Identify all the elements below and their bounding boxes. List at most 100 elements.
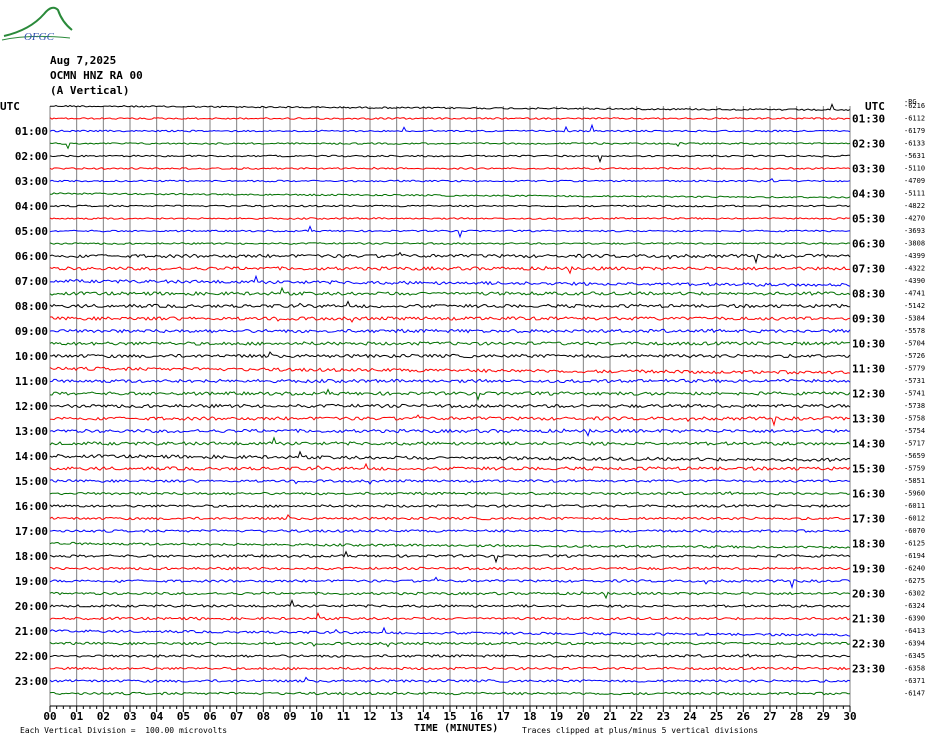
hour-label-right: 04:30	[852, 188, 885, 201]
hour-label-right: 08:30	[852, 288, 885, 301]
hour-label-left: 12:00	[15, 400, 48, 413]
x-tick-label: 01	[70, 710, 84, 723]
hour-label-left: 05:00	[15, 225, 48, 238]
offset-label: -5779	[904, 365, 925, 373]
trace-line	[49, 428, 851, 438]
logo-text: OFGC	[24, 31, 55, 43]
date-label: Aug 7,2025	[50, 54, 117, 67]
trace-line	[49, 328, 851, 334]
x-tick-label: 16	[470, 710, 484, 723]
hour-label-right: 21:30	[852, 613, 885, 626]
trace-line	[49, 286, 851, 296]
trace-line	[49, 676, 851, 683]
station-label: OCMN HNZ RA 00	[50, 69, 143, 82]
hour-label-left: 09:00	[15, 325, 48, 338]
hour-label-right: 02:30	[852, 138, 885, 151]
hour-label-left: 11:00	[15, 375, 48, 388]
hour-label-right: 03:30	[852, 163, 885, 176]
offset-label: -5738	[904, 402, 925, 410]
x-tick-label: 05	[177, 710, 190, 723]
x-tick-label: 28	[790, 710, 803, 723]
hour-label-right: 12:30	[852, 388, 885, 401]
x-tick-label: 12	[363, 710, 376, 723]
trace-line	[49, 598, 851, 608]
offset-label: -5717	[904, 440, 925, 448]
offset-label: -3693	[904, 227, 925, 235]
offset-label: -5142	[904, 302, 925, 310]
offset-label: -6216	[904, 102, 925, 110]
trace-line	[49, 541, 851, 549]
trace-line	[49, 274, 851, 287]
trace-line	[49, 550, 851, 564]
x-tick-label: 10	[310, 710, 323, 723]
offset-label: -5659	[904, 452, 925, 460]
hour-label-right: 06:30	[852, 238, 885, 251]
x-tick-label: 14	[417, 710, 431, 723]
x-tick-label: 25	[710, 710, 723, 723]
offset-label: -6240	[904, 565, 925, 573]
right-axis-title: UTC	[865, 100, 885, 113]
trace-line	[49, 641, 851, 648]
hour-label-right: 16:30	[852, 488, 885, 501]
hour-label-left: 08:00	[15, 300, 48, 313]
x-tick-label: 02	[97, 710, 110, 723]
trace-line	[49, 529, 851, 533]
x-tick-label: 03	[123, 710, 136, 723]
offset-label: -5851	[904, 477, 925, 485]
hour-label-right: 20:30	[852, 588, 885, 601]
offset-label: -5110	[904, 165, 925, 173]
trace-line	[49, 666, 850, 671]
trace-line	[49, 366, 851, 375]
hour-label-right: 17:30	[852, 513, 885, 526]
hour-label-left: 06:00	[15, 250, 48, 263]
x-tick-label: 09	[283, 710, 296, 723]
x-tick-label: 18	[523, 710, 536, 723]
hour-label-left: 14:00	[15, 450, 48, 463]
trace-line	[49, 576, 851, 589]
hour-label-left: 03:00	[15, 175, 48, 188]
offset-label: -6275	[904, 577, 925, 585]
trace-line	[49, 653, 851, 658]
trace-line	[49, 513, 851, 521]
offset-label: -6394	[904, 640, 925, 648]
offset-label: -5726	[904, 352, 925, 360]
offset-label: -6147	[904, 690, 925, 698]
offset-label: -6112	[904, 115, 925, 123]
trace-line	[49, 351, 851, 359]
trace-line	[49, 117, 851, 120]
x-tick-label: 29	[817, 710, 830, 723]
x-axis-title: TIME (MINUTES)	[414, 723, 499, 734]
hour-label-right: 01:30	[852, 113, 885, 126]
hour-label-left: 10:00	[15, 350, 48, 363]
hour-label-right: 09:30	[852, 313, 885, 326]
left-axis-title: UTC	[0, 100, 20, 113]
trace-line	[49, 251, 851, 265]
offset-label: -4322	[904, 265, 925, 273]
x-tick-label: 26	[737, 710, 751, 723]
x-tick-label: 27	[763, 710, 776, 723]
x-tick-label: 07	[230, 710, 243, 723]
hour-label-left: 22:00	[15, 650, 48, 663]
x-tick-label: 17	[497, 710, 510, 723]
hour-label-left: 19:00	[15, 575, 48, 588]
trace-line	[49, 626, 851, 637]
trace-line	[49, 436, 851, 446]
trace-line	[50, 414, 851, 427]
x-tick-label: 11	[337, 710, 351, 723]
trace-line	[49, 691, 851, 696]
offset-label: -5754	[904, 427, 925, 435]
offset-label: -3808	[904, 240, 925, 248]
offset-label: -6179	[904, 127, 925, 135]
hour-label-right: 14:30	[852, 438, 885, 451]
offset-label: -6194	[904, 552, 925, 560]
x-tick-label: 15	[443, 710, 456, 723]
trace-line	[49, 177, 851, 183]
trace-line	[49, 450, 851, 463]
hour-label-right: 19:30	[852, 563, 885, 576]
offset-label: -5759	[904, 465, 925, 473]
trace-line	[49, 142, 851, 150]
trace-line	[49, 479, 850, 485]
hour-label-right: 11:30	[852, 363, 885, 376]
offset-label: -6413	[904, 627, 925, 635]
